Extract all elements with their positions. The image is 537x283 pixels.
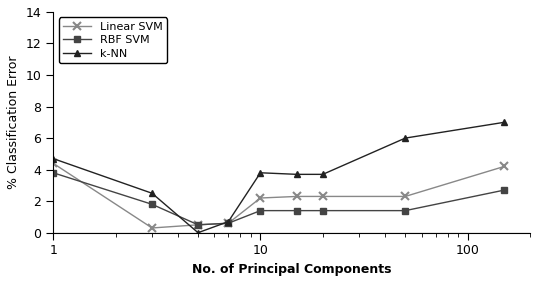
Linear SVM xyxy=(294,195,300,198)
Linear SVM xyxy=(225,222,231,225)
Linear SVM xyxy=(195,223,201,226)
Linear SVM xyxy=(50,162,56,165)
RBF SVM xyxy=(402,209,409,212)
k-NN xyxy=(50,157,56,160)
Legend: Linear SVM, RBF SVM, k-NN: Linear SVM, RBF SVM, k-NN xyxy=(59,18,167,63)
k-NN xyxy=(257,171,264,175)
RBF SVM xyxy=(195,223,201,226)
Linear SVM xyxy=(320,195,326,198)
Linear SVM xyxy=(149,226,155,230)
RBF SVM xyxy=(501,188,507,192)
RBF SVM xyxy=(294,209,300,212)
RBF SVM xyxy=(149,203,155,206)
Line: k-NN: k-NN xyxy=(50,119,507,236)
Linear SVM xyxy=(257,196,264,200)
k-NN xyxy=(402,136,409,140)
RBF SVM xyxy=(225,222,231,225)
Linear SVM xyxy=(501,165,507,168)
k-NN xyxy=(501,121,507,124)
RBF SVM xyxy=(320,209,326,212)
k-NN xyxy=(225,220,231,223)
k-NN xyxy=(320,173,326,176)
RBF SVM xyxy=(50,171,56,175)
k-NN xyxy=(294,173,300,176)
X-axis label: No. of Principal Components: No. of Principal Components xyxy=(192,263,391,276)
k-NN xyxy=(149,192,155,195)
Line: Linear SVM: Linear SVM xyxy=(49,159,509,232)
Y-axis label: % Classification Error: % Classification Error xyxy=(7,55,20,189)
Linear SVM xyxy=(402,195,409,198)
k-NN xyxy=(195,231,201,234)
Line: RBF SVM: RBF SVM xyxy=(50,169,507,228)
RBF SVM xyxy=(257,209,264,212)
